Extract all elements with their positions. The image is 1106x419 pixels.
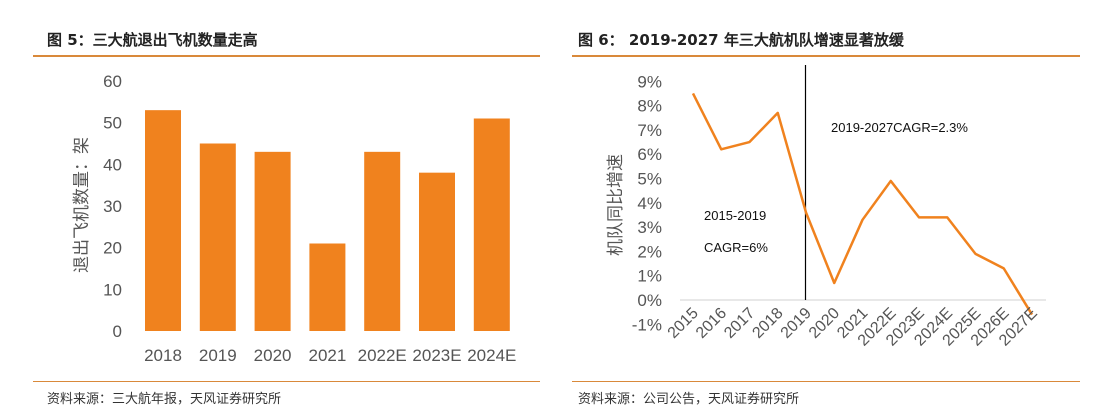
y-tick-label: 2% bbox=[637, 242, 662, 261]
y-tick-label: 4% bbox=[637, 194, 662, 213]
y-tick-label: 9% bbox=[637, 72, 662, 91]
y-tick-label: 40 bbox=[103, 155, 122, 174]
y-axis-label: 机队同比增速 bbox=[606, 154, 625, 256]
bar-2018 bbox=[145, 110, 181, 332]
x-tick-label: 2020 bbox=[806, 305, 843, 342]
x-tick-label: 2016 bbox=[693, 305, 730, 342]
x-tick-label: 2015 bbox=[665, 305, 702, 342]
x-tick-label: 2024E bbox=[467, 346, 516, 365]
x-tick-label: 2022E bbox=[358, 346, 407, 365]
left-chart-title: 图 5：三大航退出飞机数量走高 bbox=[47, 31, 258, 49]
y-tick-label: 8% bbox=[637, 97, 662, 116]
left-source-rule bbox=[33, 381, 540, 382]
bar-2022E bbox=[364, 151, 401, 331]
y-tick-label: 60 bbox=[103, 72, 122, 91]
x-tick-label: 2020 bbox=[254, 346, 292, 365]
left-title-rule bbox=[33, 55, 540, 57]
right-source-rule bbox=[572, 381, 1080, 382]
x-tick-label: 2017 bbox=[721, 305, 758, 342]
x-tick-label: 2019 bbox=[199, 346, 237, 365]
right-chart-title: 图 6： 2019-2027 年三大航机队增速显著放缓 bbox=[578, 31, 904, 49]
x-tick-label: 2023E bbox=[412, 346, 461, 365]
x-tick-label: 2018 bbox=[144, 346, 182, 365]
annotation-period-2015-2019: 2015-2019 bbox=[704, 208, 766, 223]
bar-2020 bbox=[254, 151, 291, 331]
annotation-cagr-2019-2027: 2019-2027CAGR=2.3% bbox=[831, 120, 968, 135]
y-tick-label: 7% bbox=[637, 121, 662, 140]
bar-2021 bbox=[309, 243, 346, 331]
y-tick-label: 10 bbox=[103, 280, 122, 299]
y-tick-label: 20 bbox=[103, 239, 122, 258]
y-axis-label: 退出飞机数量：架 bbox=[72, 137, 91, 273]
y-tick-label: 6% bbox=[637, 145, 662, 164]
growth-line bbox=[691, 92, 1034, 316]
x-tick-label: 2021 bbox=[308, 346, 346, 365]
bar-2024E bbox=[473, 118, 510, 331]
y-tick-label: 5% bbox=[637, 170, 662, 189]
annotation-cagr-2015-2019: CAGR=6% bbox=[704, 240, 768, 255]
x-tick-label: 2018 bbox=[749, 305, 786, 342]
right-source: 资料来源：公司公告，天风证券研究所 bbox=[578, 392, 800, 407]
y-tick-label: 3% bbox=[637, 218, 662, 237]
y-tick-label: 50 bbox=[103, 114, 122, 133]
right-title-rule bbox=[572, 55, 1080, 57]
y-tick-label: 0% bbox=[637, 291, 662, 310]
y-tick-label: 30 bbox=[103, 197, 122, 216]
x-tick-label: 2019 bbox=[778, 305, 815, 342]
bar-2019 bbox=[199, 143, 236, 331]
y-tick-label: -1% bbox=[632, 315, 662, 334]
y-tick-label: 1% bbox=[637, 267, 662, 286]
y-tick-label: 0 bbox=[113, 322, 122, 341]
bar-2023E bbox=[419, 172, 455, 331]
left-source: 资料来源：三大航年报，天风证券研究所 bbox=[47, 392, 282, 407]
